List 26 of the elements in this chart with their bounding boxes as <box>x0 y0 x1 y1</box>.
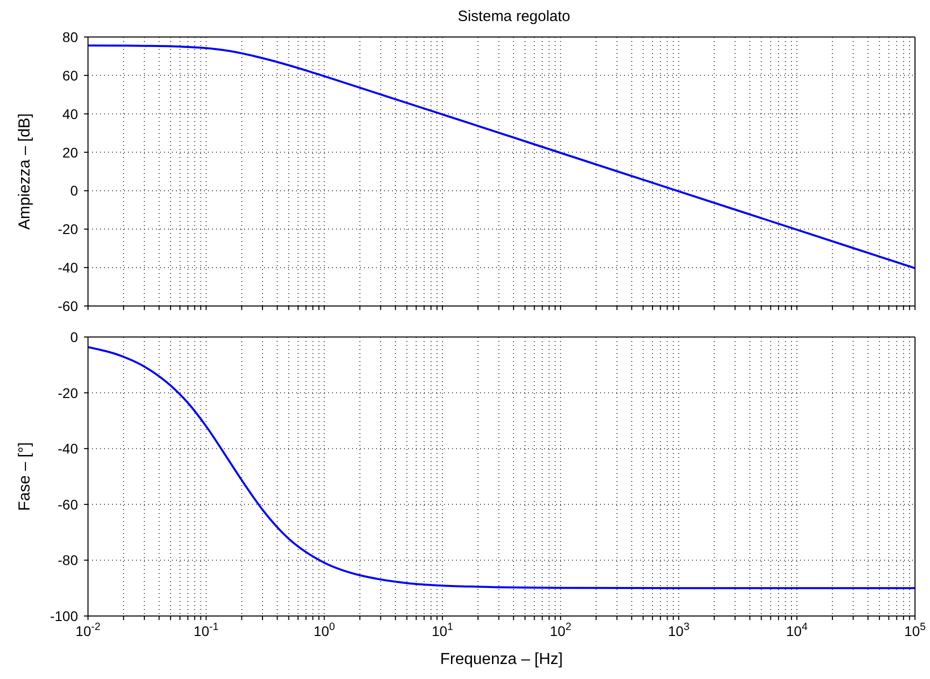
x-tick-label: 10$^{2}$ <box>550 621 572 639</box>
x-tick-label: 10$^{3}$ <box>668 621 690 639</box>
x-axis-title: Frequenza – [Hz] <box>440 651 563 668</box>
y-tick-label: -60 <box>58 298 78 314</box>
y-tick-label: 40 <box>62 106 78 122</box>
y-tick-label: -80 <box>58 552 78 568</box>
x-tick-label: 10$^{5}$ <box>904 621 926 639</box>
chart-title: Sistema regolato <box>456 8 572 27</box>
y-axis-title: Fase – [°] <box>16 442 34 511</box>
x-tick-label: 10$^{-1}$ <box>194 621 219 639</box>
x-tick-label: 10$^{4}$ <box>786 621 808 639</box>
y-tick-label: -20 <box>58 384 78 401</box>
y-tick-label: 20 <box>62 144 78 160</box>
y-tick-label: -20 <box>58 221 78 238</box>
x-tick-label: 10$^{1}$ <box>432 621 454 639</box>
y-tick-label: 0 <box>70 182 78 199</box>
x-tick-label: 10$^{0}$ <box>314 621 336 639</box>
y-axis-title: Ampiezza – [dB] <box>16 113 34 230</box>
x-tick-label: 10$^{-2}$ <box>76 621 101 639</box>
y-tick-label: -40 <box>58 260 78 276</box>
y-tick-label: 0 <box>70 329 78 345</box>
y-tick-label: -60 <box>58 496 78 512</box>
y-tick-label: 80 <box>62 29 78 45</box>
y-tick-label: -100 <box>50 608 78 624</box>
y-tick-label: 60 <box>62 67 78 84</box>
y-tick-label: -40 <box>58 440 78 457</box>
